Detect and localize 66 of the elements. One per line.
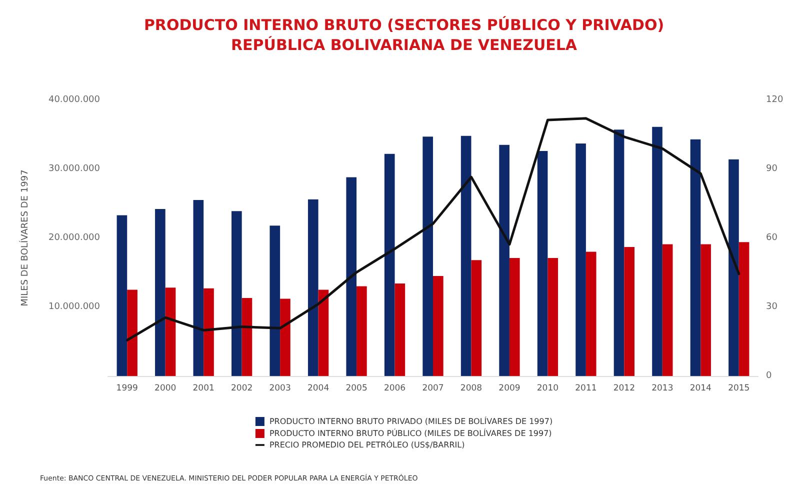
bar <box>384 154 395 376</box>
bar <box>394 284 406 376</box>
y-tick-label: 40.000.000 <box>48 95 100 105</box>
bar <box>624 246 634 376</box>
bar <box>270 226 280 376</box>
x-tick-label: 2002 <box>231 384 253 394</box>
x-tick-label: 2015 <box>728 384 750 394</box>
y2-tick-label: 30 <box>766 302 778 312</box>
bar <box>537 151 548 376</box>
bar <box>127 290 138 376</box>
y-tick-label: 30.000.000 <box>48 164 100 174</box>
x-tick-label: 2014 <box>690 384 712 394</box>
bar <box>280 298 290 376</box>
bar <box>204 288 214 376</box>
bar <box>116 215 128 376</box>
bar <box>242 298 252 376</box>
bar <box>509 258 520 376</box>
y2-tick-label: 90 <box>766 164 778 174</box>
legend-label: PRECIO PROMEDIO DEL PETRÓLEO (US$/BARRIL) <box>269 440 465 450</box>
bar <box>155 209 166 376</box>
x-tick-label: 2009 <box>498 384 520 394</box>
x-tick-label: 2003 <box>269 384 291 394</box>
x-tick-label: 2004 <box>307 384 330 394</box>
x-tick-label: 2001 <box>192 384 214 394</box>
bar <box>433 276 444 376</box>
x-tick-label: 2012 <box>613 384 635 394</box>
bar <box>356 286 367 376</box>
x-tick-label: 2010 <box>536 384 559 394</box>
bar <box>346 177 357 376</box>
x-tick-label: 2008 <box>460 384 482 394</box>
bar <box>471 260 482 376</box>
y2-tick-label: 0 <box>766 371 772 381</box>
bar <box>662 244 673 376</box>
legend-label: PRODUCTO INTERNO BRUTO PÚBLICO (MILES DE BOLÍVARES DE 1997) <box>269 428 552 438</box>
x-tick-label: 1999 <box>116 384 138 394</box>
x-tick-label: 2013 <box>652 384 674 394</box>
bar <box>690 139 701 376</box>
bar <box>738 242 750 376</box>
bar <box>614 130 624 376</box>
bar <box>499 144 510 376</box>
x-tick-label: 2005 <box>346 384 368 394</box>
bar <box>460 136 472 376</box>
y-axis-title: MILES DE BOLÍVARES DE 1997 <box>18 170 30 306</box>
x-tick-label: 2000 <box>154 384 176 394</box>
bar <box>422 136 433 376</box>
legend-label: PRODUCTO INTERNO BRUTO PRIVADO (MILES DE BOLÍVARES DE 1997) <box>269 416 553 426</box>
bar <box>576 143 586 376</box>
bar <box>586 252 596 376</box>
bar <box>548 258 558 376</box>
bar <box>728 159 739 376</box>
x-tick-label: 2006 <box>384 384 406 394</box>
y-tick-label: 10.000.000 <box>48 302 100 312</box>
y2-tick-label: 60 <box>766 233 778 243</box>
bar <box>165 288 176 376</box>
y-tick-label: 20.000.000 <box>48 233 100 243</box>
bar <box>193 200 204 376</box>
line-series <box>126 117 740 342</box>
x-tick-label: 2011 <box>575 384 597 394</box>
bar <box>652 126 662 376</box>
y2-tick-label: 120 <box>766 95 784 105</box>
bar <box>318 290 329 376</box>
chart-title: PRODUCTO INTERNO BRUTO (SECTORES PÚBLICO Y PRIVADO) REPÚBLICA BOLIVARIANA DE VENEZUELA <box>144 16 664 54</box>
bar <box>700 244 711 376</box>
bar <box>232 211 242 376</box>
bar <box>308 199 318 376</box>
x-tick-label: 2007 <box>422 384 444 394</box>
